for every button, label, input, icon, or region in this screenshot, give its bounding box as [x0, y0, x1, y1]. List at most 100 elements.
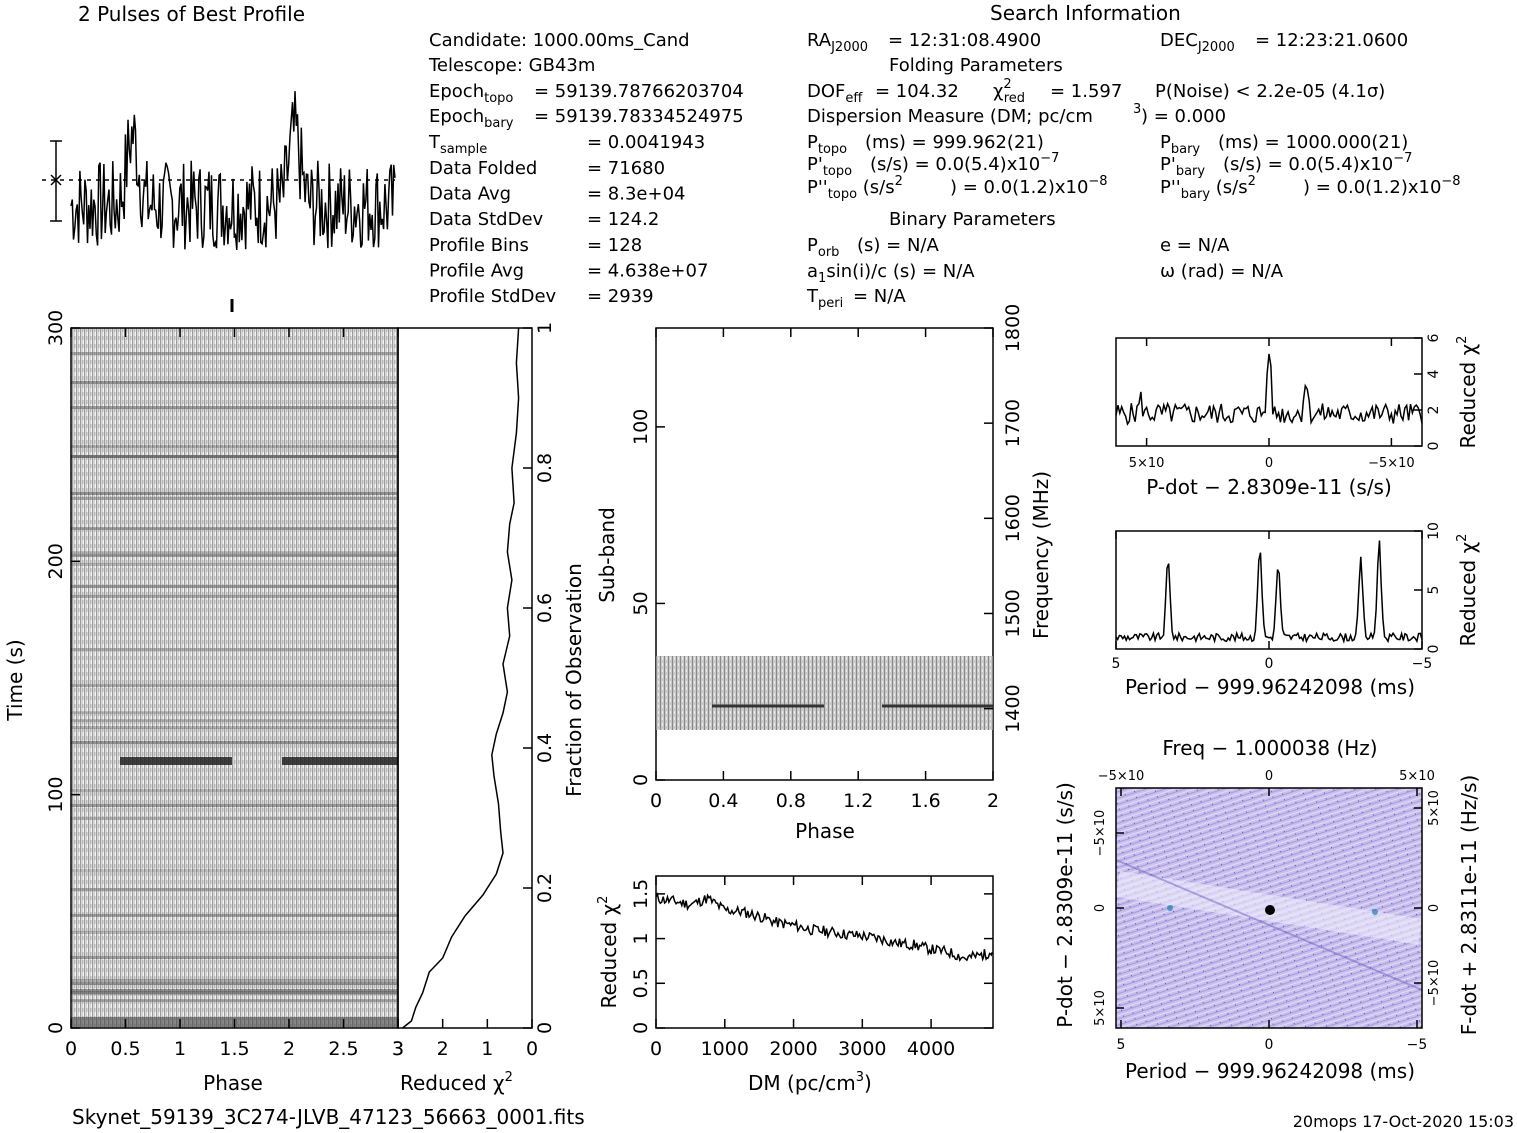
period-ylabel: Reduced χ2: [1455, 534, 1480, 647]
chi2red-label: χ2 red: [993, 77, 1025, 106]
fraction-xlabel: Reduced χ2: [400, 1070, 513, 1095]
tperi-value: = N/A: [853, 286, 906, 307]
time-phase-stripe: [71, 352, 398, 355]
info-row-label: Profile Bins: [429, 235, 529, 256]
time-phase-stripe: [71, 381, 398, 384]
period-pdot-sidelobe-2: [1372, 909, 1378, 915]
dec-label: DECJ2000: [1160, 30, 1235, 55]
subband-xlabel: Phase: [795, 819, 855, 843]
subband-ticks: 0 0.4 0.8 1.2 1.6 2 0 50 100 1400 1500 1600 1700 1800: [630, 304, 1024, 812]
porb-label: Porb: [807, 235, 839, 260]
dm-value: ) = 0.000: [1141, 106, 1226, 127]
info-row-value: = 128: [587, 235, 642, 256]
fraction-ytick-label: 0.4: [534, 733, 556, 763]
pdot-ytick-label: 4: [1426, 369, 1442, 378]
time-phase-ytick-label: 200: [45, 543, 67, 579]
tsample-label: Tsample: [428, 132, 487, 157]
pdot-ytick-label: 2: [1426, 406, 1442, 415]
info-row-label: Profile StdDev: [429, 286, 557, 307]
time-phase-xtick-label: 1.5: [219, 1038, 249, 1060]
folding-title: Folding Parameters: [889, 55, 1063, 76]
time-phase-stripe: [71, 888, 398, 891]
dm-ytick-label: 1: [630, 933, 652, 945]
subband-xtick-label: 2: [987, 790, 999, 812]
epoch-bary-value: = 59139.78334524975: [534, 106, 744, 127]
time-phase-stripe: [71, 991, 398, 994]
epoch-topo-value: = 59139.78766203704: [534, 81, 744, 102]
period-pdot-y2label: F-dot + 2.8311e-11 (Hz/s): [1457, 775, 1481, 1036]
time-phase-stripe: [71, 999, 398, 1002]
time-phase-stripe: [71, 406, 398, 409]
dm-xtick-label: 0: [650, 1038, 662, 1060]
pdot-ytick-label: 6: [1426, 333, 1442, 342]
pdot-xtick-label: 5×10: [1129, 456, 1165, 471]
time-phase-stripe: [71, 931, 398, 934]
period-pdot-ytick-label: 5×10: [1093, 990, 1108, 1026]
time-phase-xtick-label: 0: [65, 1038, 77, 1060]
pnoise-value: P(Noise) < 2.2e-05 (4.1σ): [1155, 81, 1385, 102]
dm-ylabel: Reduced χ2: [596, 896, 621, 1009]
fraction-ytick-label: 0.6: [534, 593, 556, 623]
pdot-bary-value: (s/s) = 0.0(5.4)x10−7: [1223, 151, 1412, 175]
period-pdot-xtick-label: −5: [1407, 1037, 1428, 1053]
period-xtick-label: 5: [1112, 656, 1121, 672]
pdot-ylabel: Reduced χ2: [1455, 336, 1480, 449]
chi2red-value: = 1.597: [1050, 81, 1122, 102]
dm-xtick-label: 3000: [838, 1038, 886, 1060]
dm-xtick-label: 2000: [769, 1038, 817, 1060]
dm-ticks: 0 1000 2000 3000 4000 0 0.5 1 1.5: [630, 876, 993, 1060]
fraction-xtick-label: 2: [437, 1038, 449, 1060]
time-phase-xlabel: Phase: [203, 1071, 263, 1095]
info-row-label: Profile Avg: [429, 260, 524, 281]
period-ticks: 5 0 −5 0 5 10: [1112, 522, 1442, 672]
time-phase-pulse-band: [120, 757, 232, 765]
profile-title: 2 Pulses of Best Profile: [78, 2, 305, 26]
time-phase-stripe: [71, 789, 398, 792]
time-phase-stripe: [71, 551, 398, 554]
subband-panel: 0 0.4 0.8 1.2 1.6 2 0 50 100 1400 1500 1600 1700 1800…: [595, 304, 1053, 843]
time-phase-stripe: [71, 455, 398, 458]
period-pdot-peak: [1265, 905, 1275, 915]
period-pdot-streak: [1115, 859, 1423, 991]
info-row-value: = 4.638e+07: [587, 260, 708, 281]
period-pdot-ticks: 5 0 −5 −5×10 0 5×10 5×10 0 −5×10 −5×10 0 5×10: [1093, 769, 1442, 1053]
subband-xtick-label: 0: [650, 790, 662, 812]
dec-value: = 12:23:21.0600: [1255, 30, 1408, 51]
fraction-chi2-line: [402, 327, 520, 1029]
period-pdot-y2tick-label: 5×10: [1427, 790, 1442, 826]
subband-xtick-label: 1.2: [843, 790, 873, 812]
time-phase-xtick-label: 0.5: [110, 1038, 140, 1060]
dm-xlabel: DM (pc/cm3): [748, 1070, 872, 1095]
dm-ytick-label: 1.5: [630, 879, 652, 909]
fraction-xtick-label: 1: [481, 1038, 493, 1060]
fraction-ylabel: Fraction of Observation: [562, 563, 586, 797]
info-row-value: = 2939: [587, 286, 654, 307]
tperi-label: Tperi: [806, 286, 843, 311]
ra-value: = 12:31:08.4900: [888, 30, 1041, 51]
dm-chi2-line: [655, 892, 993, 963]
time-phase-ylabel: Time (s): [3, 639, 27, 721]
profile-panel: [42, 91, 396, 312]
time-phase-stripe: [71, 554, 398, 557]
time-phase-xtick-label: 2: [283, 1038, 295, 1060]
period-pdot-y2tick-label: −5×10: [1427, 960, 1442, 1007]
candidate-info: Candidate: 1000.00ms_Cand Telescope: GB4…: [428, 30, 744, 307]
period-ytick-label: 0: [1426, 645, 1442, 654]
time-phase-ticks: 0 0.5 1 1.5 2 2.5 3 0 100 200 300: [45, 310, 404, 1060]
time-phase-stripe: [71, 711, 398, 714]
period-panel: 5 0 −5 0 5 10 Period − 999.96242098 (ms) Redu…: [1112, 522, 1480, 699]
time-phase-stripe: [71, 989, 398, 992]
time-phase-xtick-label: 1: [174, 1038, 186, 1060]
binary-title: Binary Parameters: [889, 209, 1056, 230]
fraction-xtick-label: 0: [526, 1038, 538, 1060]
dm-exponent: 3: [1133, 102, 1141, 117]
a1-label: a1sin(i)/c (s) = N/A: [807, 261, 975, 286]
subband-heatmap: [656, 656, 993, 730]
dm-panel: 0 1000 2000 3000 4000 0 0.5 1 1.5 DM (pc/cm3) Re…: [596, 875, 994, 1095]
subband-y2tick-label: 1700: [1002, 399, 1024, 447]
porb-value: (s) = N/A: [857, 235, 939, 256]
search-info: Search Information RAJ2000 = 12:31:08.49…: [806, 1, 1461, 311]
subband-y2label: Frequency (MHz): [1029, 471, 1053, 639]
time-phase-stripe: [71, 497, 398, 500]
period-pdot-panel: Freq − 1.000038 (Hz) 5 0 −5 −5×10 0 5×10 5×10 0…: [1053, 736, 1481, 1083]
